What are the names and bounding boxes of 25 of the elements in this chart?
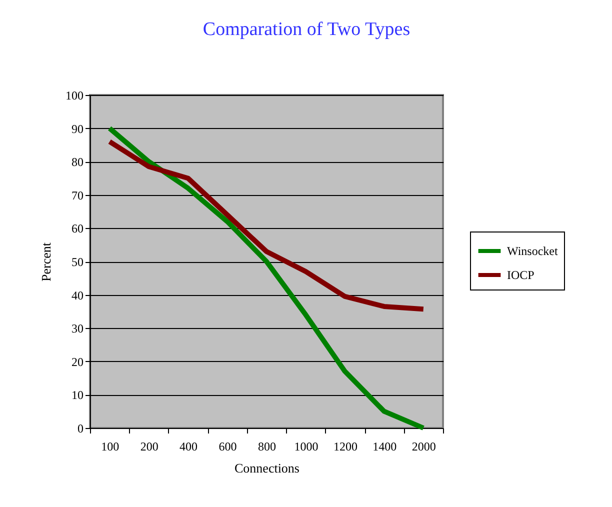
x-tick-label: 1400 [372,440,397,454]
y-tick-label: 0 [78,422,84,436]
x-axis-title: Connections [234,460,300,476]
x-tick-label: 800 [258,440,276,454]
y-axis-title: Percent [38,242,54,282]
y-tick-label: 90 [72,122,84,136]
x-tick-label: 200 [140,440,158,454]
y-tick-label: 70 [72,188,84,202]
x-tick-label: 2000 [412,440,436,454]
y-tick-label: 60 [72,222,84,236]
y-tick-label: 50 [72,255,84,269]
x-tick-label: 600 [218,440,237,454]
x-tick-label: 1200 [333,440,358,454]
y-tick-label: 100 [66,88,84,102]
y-tick-label: 30 [72,322,84,336]
y-tick-label: 80 [72,155,84,170]
legend-label: IOCP [507,268,535,282]
y-tick-label: 40 [72,288,84,302]
x-tick-label: 1000 [294,440,318,454]
chart-title: Comparation of Two Types [202,19,410,40]
x-tick-label: 100 [101,440,120,454]
y-tick-label: 10 [72,388,84,402]
y-tick-label: 20 [72,354,84,369]
x-tick-label: 400 [180,440,198,454]
legend-label: Winsocket [507,244,558,258]
